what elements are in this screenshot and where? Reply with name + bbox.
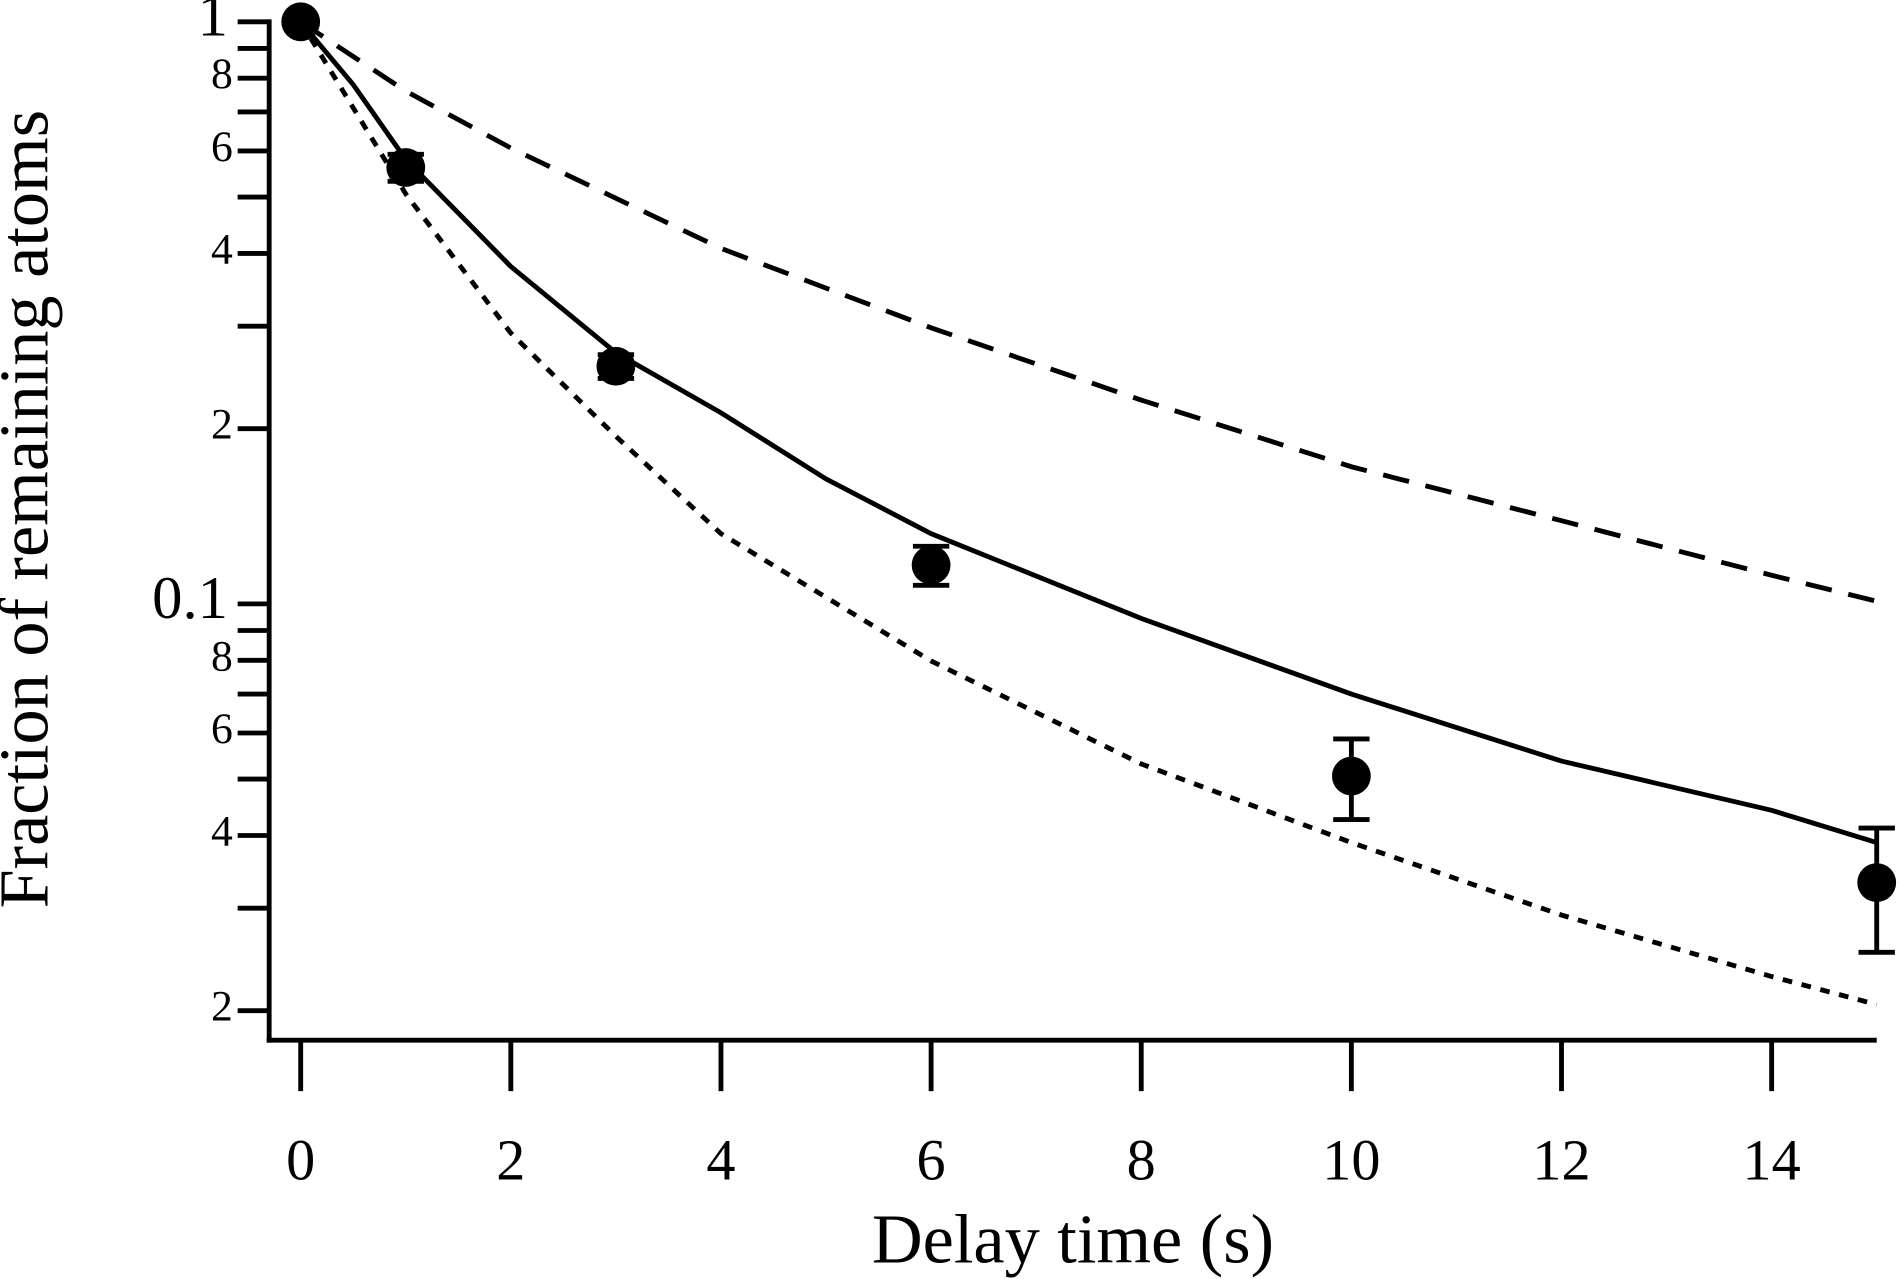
data-point <box>1857 863 1897 902</box>
x-tick-label: 2 <box>496 1128 525 1193</box>
x-tick-label: 14 <box>1743 1128 1801 1193</box>
fit-curve-dotted <box>298 20 1878 1007</box>
y-tick-label: 0.1 <box>152 565 228 632</box>
y-tick-label: 4 <box>211 225 233 273</box>
data-point <box>281 2 321 42</box>
fit-curve-dashed <box>299 19 1878 604</box>
y-tick-label: 2 <box>211 983 233 1031</box>
y-tick-label: 4 <box>211 808 233 856</box>
x-tick-label: 0 <box>286 1128 315 1193</box>
x-tick-label: 8 <box>1127 1128 1156 1193</box>
x-tick-label: 4 <box>706 1128 735 1193</box>
data-point <box>1331 756 1371 796</box>
y-tick-label: 6 <box>211 705 233 753</box>
x-tick-label: 12 <box>1532 1128 1590 1193</box>
data-point <box>386 148 426 187</box>
y-tick-label: 1 <box>198 0 228 50</box>
x-axis-label: Delay time (s) <box>872 1200 1274 1278</box>
data-point <box>596 346 636 386</box>
x-tick-label: 6 <box>917 1128 946 1193</box>
y-tick-label: 8 <box>211 50 233 98</box>
y-tick-label: 8 <box>211 632 233 680</box>
x-tick-label: 10 <box>1322 1128 1380 1193</box>
fit-curve-solid <box>298 20 1878 845</box>
y-tick-label: 2 <box>211 401 233 449</box>
data-point <box>911 545 951 585</box>
y-axis-label: Fraction of remaining atoms <box>0 110 64 908</box>
y-tick-label: 6 <box>211 123 233 171</box>
